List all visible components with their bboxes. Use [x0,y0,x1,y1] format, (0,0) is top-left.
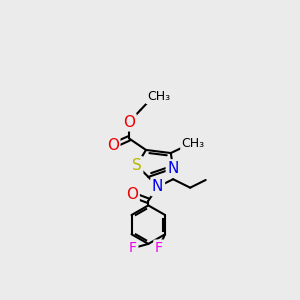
Text: N: N [152,179,163,194]
Text: F: F [129,241,137,255]
Text: N: N [167,161,179,176]
Text: S: S [132,158,142,173]
Text: O: O [107,138,119,153]
Text: O: O [126,187,138,202]
Text: CH₃: CH₃ [182,136,205,149]
Text: CH₃: CH₃ [147,90,170,103]
Text: F: F [155,241,163,255]
Text: O: O [123,115,135,130]
